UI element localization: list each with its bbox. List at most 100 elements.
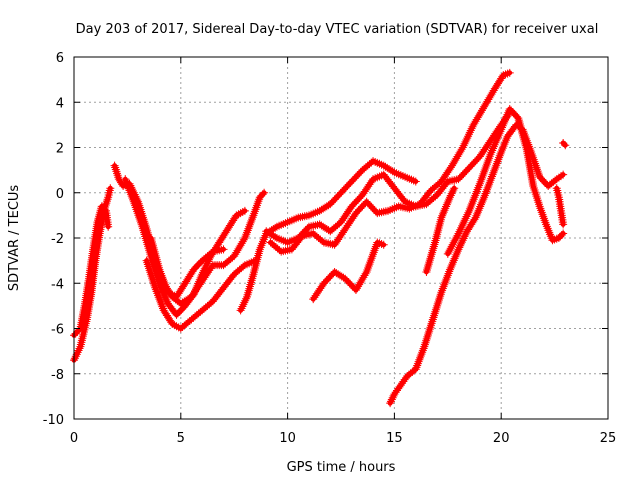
data-point	[443, 271, 452, 280]
data-point	[458, 236, 467, 245]
data-point	[482, 187, 491, 196]
data-point	[420, 340, 429, 349]
data-point	[240, 234, 249, 242]
data-point	[464, 225, 473, 234]
data-point	[451, 156, 460, 165]
data-point	[476, 108, 485, 117]
data-point	[446, 263, 455, 272]
data-point	[202, 261, 211, 270]
data-point	[252, 257, 261, 266]
data-point	[457, 239, 466, 248]
data-point	[432, 303, 441, 312]
data-point	[355, 280, 364, 289]
data-point	[246, 218, 255, 227]
data-point	[137, 220, 146, 229]
series-arc-15	[559, 138, 570, 150]
data-point	[433, 299, 442, 308]
data-point	[456, 225, 465, 234]
data-point	[426, 252, 435, 261]
data-point	[465, 128, 474, 137]
data-point	[369, 248, 378, 257]
data-point	[223, 224, 232, 233]
data-point	[479, 169, 488, 178]
y-tick-label: 4	[56, 96, 64, 111]
data-point	[431, 307, 440, 316]
data-point	[427, 250, 436, 259]
data-layer	[70, 68, 570, 408]
axes: 0 5 10 15 20 25 -10 -8 -6 -4 -2 0 2 4 6	[43, 51, 617, 446]
data-point	[239, 235, 248, 244]
data-point	[505, 68, 514, 77]
data-point	[243, 292, 252, 301]
data-point	[458, 143, 467, 152]
data-point	[463, 227, 472, 236]
data-point	[248, 272, 257, 281]
data-point	[480, 167, 489, 176]
data-point	[482, 99, 491, 108]
data-point	[454, 245, 463, 254]
data-point	[468, 197, 477, 206]
data-point	[496, 127, 505, 136]
data-point	[436, 290, 445, 299]
data-point	[149, 241, 158, 250]
data-point	[185, 272, 194, 281]
data-point	[488, 170, 497, 179]
data-point	[254, 197, 263, 206]
data-point	[250, 209, 259, 218]
data-point	[516, 123, 525, 132]
y-tick-label: -4	[51, 277, 64, 292]
data-point	[287, 216, 296, 225]
data-point	[501, 114, 510, 123]
data-point	[485, 93, 494, 102]
data-point	[163, 313, 172, 322]
data-point	[533, 196, 542, 205]
data-point	[531, 190, 540, 199]
data-point	[466, 222, 475, 231]
data-point	[444, 247, 453, 256]
x-tick-label: 15	[386, 431, 403, 446]
data-point	[245, 222, 254, 231]
data-point	[439, 208, 448, 217]
data-point	[181, 279, 190, 288]
data-point	[474, 183, 483, 192]
data-point	[468, 218, 477, 227]
data-point	[519, 131, 528, 140]
data-point	[366, 258, 375, 267]
data-point	[256, 243, 265, 252]
data-point	[158, 302, 167, 311]
data-point	[437, 288, 446, 297]
data-point	[405, 204, 414, 213]
data-point	[424, 329, 433, 338]
data-point	[154, 291, 163, 300]
data-point	[515, 120, 524, 129]
data-point	[520, 135, 529, 144]
data-point	[203, 259, 212, 268]
data-point	[436, 292, 445, 301]
x-tick-label: 25	[600, 431, 617, 446]
data-point	[249, 211, 258, 220]
data-point	[250, 266, 259, 275]
data-point	[423, 265, 432, 274]
data-point	[434, 297, 443, 306]
data-point	[463, 134, 472, 143]
data-point	[248, 213, 257, 222]
data-point	[452, 233, 461, 242]
data-point	[195, 275, 204, 284]
data-point	[254, 251, 263, 260]
data-point	[441, 276, 450, 285]
data-point	[394, 170, 403, 179]
data-point	[160, 308, 169, 317]
data-point	[552, 175, 561, 184]
y-tick-label: 6	[56, 51, 64, 66]
data-point	[123, 180, 132, 189]
data-point	[450, 184, 459, 193]
data-point	[478, 196, 487, 205]
data-point	[199, 266, 208, 275]
data-point	[434, 226, 443, 235]
chart-title: Day 203 of 2017, Sidereal Day-to-day VTE…	[76, 22, 599, 37]
data-point	[379, 240, 388, 249]
data-point	[470, 193, 479, 202]
data-point	[377, 240, 386, 249]
data-point	[426, 323, 435, 332]
data-point	[157, 300, 166, 309]
